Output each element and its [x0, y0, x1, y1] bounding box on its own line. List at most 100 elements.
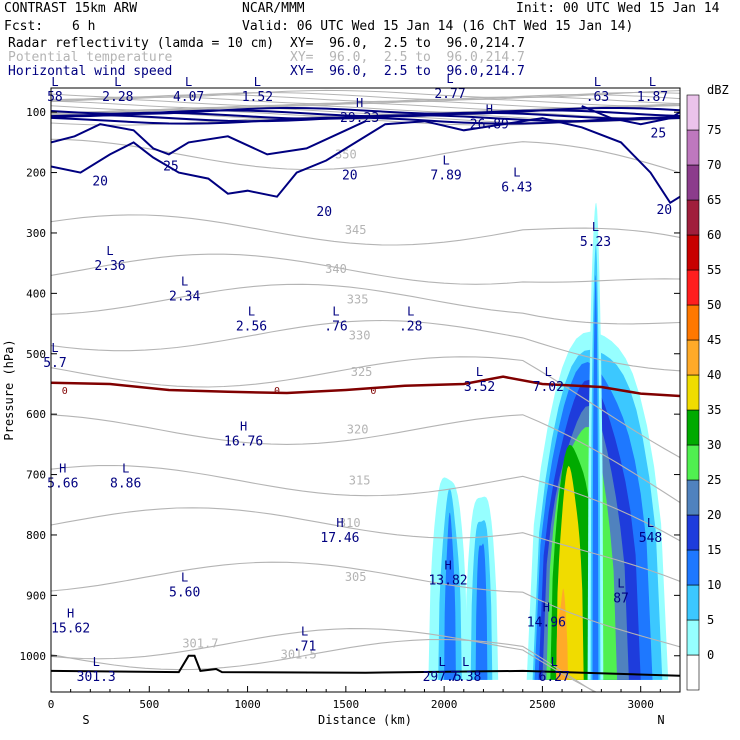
extremum-type-34: L — [462, 655, 469, 669]
y-tick-label-0: 100 — [26, 106, 46, 119]
extremum-type-8: L — [442, 154, 449, 168]
colorbar-level-2: 10 — [707, 578, 721, 592]
extremum-type-18: H — [543, 601, 550, 615]
extremum-value-0: 2.36 — [94, 259, 125, 274]
colorbar-swatch-13 — [686, 199, 700, 236]
north-end-label: N — [657, 713, 664, 727]
colorbar-level-7: 35 — [707, 403, 721, 417]
extremum-type-4: L — [407, 305, 414, 319]
extremum-value-33: 297.5 — [423, 670, 462, 685]
extremum-type-10: H — [356, 96, 363, 110]
theta-contour-301.7 — [51, 628, 598, 692]
colorbar-swatch-6 — [686, 444, 700, 481]
extremum-type-1: L — [181, 274, 188, 288]
y-axis-label: Pressure (hPa) — [2, 339, 16, 440]
field-xy-wind: XY= 96.0, 2.5 to 96.0,214.7 — [290, 64, 525, 79]
extremum-value-6: 7.02 — [533, 380, 564, 395]
wind-label-4: 20 — [656, 203, 672, 218]
theta-label-301.5: 301.5 — [281, 648, 317, 662]
extremum-type-33: L — [439, 655, 446, 669]
extremum-value-25: 4.07 — [173, 90, 204, 105]
terrain-line — [51, 654, 680, 677]
extremum-value-18: 14.96 — [527, 616, 566, 631]
wind-label-2: 20 — [342, 169, 358, 184]
y-tick-label-4: 500 — [26, 348, 46, 361]
extremum-value-30: 58 — [47, 90, 63, 105]
extremum-value-3: .76 — [324, 320, 347, 335]
x-tick-label-2: 1000 — [234, 698, 261, 711]
colorbar-swatch-12 — [686, 234, 700, 271]
x-tick-label-0: 0 — [48, 698, 55, 711]
center-name: NCAR/MMM — [242, 1, 305, 16]
theta-label-320: 320 — [347, 422, 369, 436]
colorbar-level-8: 40 — [707, 368, 721, 382]
extremum-value-13: 5.66 — [47, 477, 78, 492]
theta-label-345: 345 — [345, 223, 367, 237]
y-tick-label-2: 300 — [26, 227, 46, 240]
colorbar-level-12: 60 — [707, 228, 721, 242]
extremum-type-24: L — [114, 75, 121, 89]
extremum-type-0: L — [106, 244, 113, 258]
x-axis-label: Distance (km) — [318, 713, 412, 727]
reflectivity-fill-layer — [428, 202, 669, 680]
colorbar-swatch-4 — [686, 514, 700, 551]
extremum-value-8: 7.89 — [430, 169, 461, 184]
plume-w2-15 — [475, 543, 488, 680]
extremum-value-26: 1.52 — [242, 90, 273, 105]
colorbar-level-13: 65 — [707, 193, 721, 207]
extremum-value-14: 8.86 — [110, 477, 141, 492]
extremum-type-3: L — [332, 305, 339, 319]
extremum-value-34: 7.38 — [450, 670, 481, 685]
colorbar-level-9: 45 — [707, 333, 721, 347]
zero-isotherm-label-2: 0 — [370, 386, 376, 397]
extremum-value-21: 15.62 — [51, 622, 90, 637]
extremum-value-20: 548 — [639, 531, 662, 546]
extremum-type-29: L — [649, 75, 656, 89]
extremum-type-9: L — [513, 166, 520, 180]
theta-label-330: 330 — [349, 329, 371, 343]
extremum-type-27: L — [446, 72, 453, 86]
extremum-type-22: L — [301, 625, 308, 639]
extremum-value-19: 87 — [613, 591, 629, 606]
extremum-value-27: 2.77 — [434, 87, 465, 102]
plume-tower-15 — [592, 274, 599, 680]
colorbar-swatch-5 — [686, 479, 700, 516]
theta-contour-305 — [51, 561, 680, 648]
extremum-type-28: L — [594, 75, 601, 89]
colorbar-level-0: 0 — [707, 648, 714, 662]
theta-contour-325 — [51, 356, 680, 458]
wind-label-3: 20 — [316, 205, 332, 220]
extremum-value-4: .28 — [399, 320, 422, 335]
extremum-type-25: L — [185, 75, 192, 89]
extremum-type-31: L — [51, 341, 58, 355]
field-name-theta: Potential temperature — [8, 50, 173, 65]
wind-label-5: 25 — [651, 126, 667, 141]
field-xy-theta: XY= 96.0, 2.5 to 96.0,214.7 — [290, 50, 525, 65]
extremum-value-16: 13.82 — [428, 573, 467, 588]
colorbar-swatch-16 — [686, 94, 700, 131]
theta-contour-320 — [51, 414, 680, 503]
wind-jet-4 — [51, 116, 680, 125]
x-tick-label-5: 2500 — [529, 698, 556, 711]
extremum-value-9: 6.43 — [501, 181, 532, 196]
extremum-type-32: L — [93, 655, 100, 669]
extremum-type-5: L — [476, 365, 483, 379]
colorbar-level-5: 25 — [707, 473, 721, 487]
theta-contour-330 — [51, 319, 680, 372]
colorbar-level-15: 75 — [707, 123, 721, 137]
colorbar-swatch-11 — [686, 269, 700, 306]
extremum-type-11: H — [486, 102, 493, 116]
x-tick-label-1: 500 — [139, 698, 159, 711]
colorbar: 0 5 10 15 20 25 30 35 40 45 50 55 60 65 70 75 dBZ — [686, 83, 729, 691]
y-tick-label-6: 700 — [26, 469, 46, 482]
extremum-value-2: 2.56 — [236, 320, 267, 335]
extremum-type-16: H — [444, 558, 451, 572]
theta-contour-310 — [51, 507, 680, 582]
extremum-type-14: L — [122, 462, 129, 476]
fcst-value: 6 h — [72, 19, 96, 34]
extremum-type-23: L — [551, 655, 558, 669]
field-xy-reflectivity: XY= 96.0, 2.5 to 96.0,214.7 — [290, 36, 525, 51]
colorbar-swatch-9 — [686, 339, 700, 376]
theta-label-315: 315 — [349, 474, 371, 488]
